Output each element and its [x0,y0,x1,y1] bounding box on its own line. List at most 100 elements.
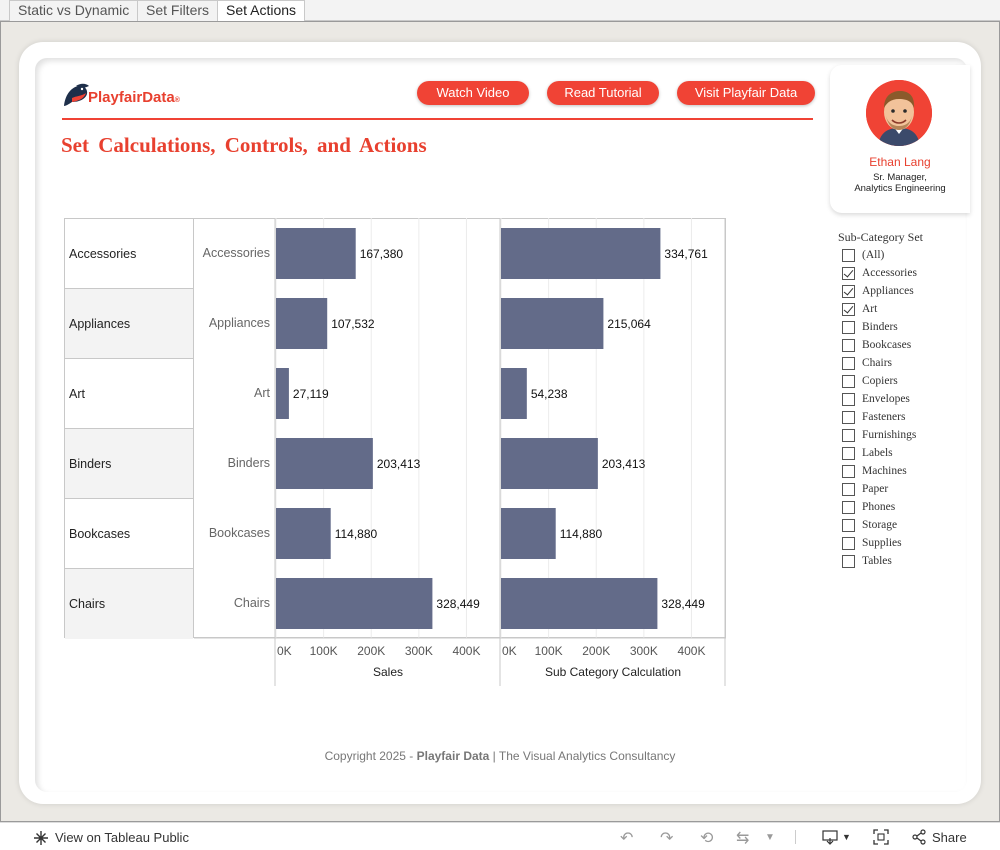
bar[interactable] [276,298,328,349]
filter-item[interactable]: Envelopes [842,390,910,408]
filter-item[interactable]: Appliances [842,282,914,300]
checkbox-unchecked-icon[interactable] [842,338,855,352]
checkbox-checked-icon[interactable] [842,284,855,298]
tableau-toolbar: View on Tableau Public ↶ ↷ ⟲ ⇆ ▼ ▼ Share [0,822,1000,850]
tick-label: 300K [405,644,433,658]
revert-icon[interactable]: ⟲ [700,830,714,847]
table-row[interactable]: Art [65,359,193,429]
filter-item-label: Fasteners [862,411,906,423]
bar[interactable] [501,368,527,419]
share-button[interactable]: Share [932,830,967,845]
filter-item[interactable]: Storage [842,516,897,534]
filter-item-label: (All) [862,249,885,261]
table-row[interactable]: Appliances [65,289,193,359]
table-row[interactable]: Chairs [65,569,193,639]
filter-item-label: Tables [862,555,892,567]
tab-set-actions[interactable]: Set Actions [217,0,306,22]
filter-item-label: Supplies [862,537,902,549]
table-row[interactable]: Accessories [65,219,193,289]
filter-item-label: Binders [862,321,898,333]
filter-item[interactable]: Furnishings [842,426,916,444]
checkbox-unchecked-icon[interactable] [842,500,855,514]
bar[interactable] [501,508,556,559]
watch-video-button[interactable]: Watch Video [417,81,529,105]
tab-static-vs-dynamic[interactable]: Static vs Dynamic [9,0,139,21]
read-tutorial-button[interactable]: Read Tutorial [547,81,659,105]
checkbox-unchecked-icon[interactable] [842,320,855,334]
tick-label: 400K [677,644,705,658]
checkbox-unchecked-icon[interactable] [842,536,855,550]
filter-title: Sub-Category Set [838,230,923,244]
filter-item[interactable]: Binders [842,318,898,336]
axis-title: Sub Category Calculation [545,665,681,679]
filter-item[interactable]: Machines [842,462,907,480]
filter-item[interactable]: Copiers [842,372,898,390]
filter-item-label: Copiers [862,375,898,387]
data-label: 107,532 [331,317,375,331]
set-action-table: Accessories Appliances Art Binders Bookc… [64,218,194,639]
category-label: Art [254,386,271,400]
checkbox-checked-icon[interactable] [842,302,855,316]
filter-item-label: Furnishings [862,429,917,441]
checkbox-unchecked-icon[interactable] [842,464,855,478]
bar[interactable] [276,578,433,629]
sheet-tab-bar: Static vs Dynamic Set Filters Set Action… [0,0,1000,22]
checkbox-unchecked-icon[interactable] [842,482,855,496]
avatar-illustration-icon [866,80,932,146]
share-icon[interactable] [911,829,927,845]
table-row[interactable]: Bookcases [65,499,193,569]
bar[interactable] [276,508,331,559]
filter-item[interactable]: Labels [842,444,893,462]
visit-playfair-data-button[interactable]: Visit Playfair Data [677,81,815,105]
bar[interactable] [501,578,658,629]
redo-icon[interactable]: ↷ [660,830,674,847]
tick-label: 300K [630,644,658,658]
checkbox-unchecked-icon[interactable] [842,518,855,532]
table-row[interactable]: Binders [65,429,193,499]
filter-item[interactable]: Supplies [842,534,902,552]
checkbox-unchecked-icon[interactable] [842,248,855,262]
refresh-icon[interactable]: ⇆ [736,830,750,847]
bar[interactable] [501,228,661,279]
checkbox-checked-icon[interactable] [842,266,855,280]
bar[interactable] [276,228,356,279]
bar[interactable] [501,438,598,489]
category-label: Chairs [234,596,270,610]
filter-item[interactable]: Fasteners [842,408,905,426]
refresh-dropdown-icon[interactable]: ▼ [765,832,775,843]
checkbox-unchecked-icon[interactable] [842,392,855,406]
logo-wordmark: PlayfairData® [88,89,180,106]
filter-item[interactable]: Bookcases [842,336,911,354]
checkbox-unchecked-icon[interactable] [842,446,855,460]
bar[interactable] [501,298,604,349]
fullscreen-icon[interactable] [873,829,889,845]
author-role: Sr. Manager, Analytics Engineering [854,172,946,194]
undo-icon[interactable]: ↶ [620,830,634,847]
download-dropdown-icon[interactable]: ▼ [842,832,851,842]
author-avatar [866,80,932,146]
checkbox-unchecked-icon[interactable] [842,410,855,424]
checkbox-unchecked-icon[interactable] [842,554,855,568]
filter-item[interactable]: Phones [842,498,895,516]
checkbox-unchecked-icon[interactable] [842,428,855,442]
playfair-logo-icon[interactable] [62,80,192,110]
checkbox-unchecked-icon[interactable] [842,374,855,388]
filter-item[interactable]: Art [842,300,877,318]
filter-item[interactable]: Chairs [842,354,892,372]
bar[interactable] [276,438,373,489]
copyright-footer: Copyright 2025 - Playfair Data | The Vis… [324,749,676,763]
filter-item[interactable]: Tables [842,552,892,570]
tab-set-filters[interactable]: Set Filters [137,0,219,21]
checkbox-unchecked-icon[interactable] [842,356,855,370]
filter-item-label: Accessories [862,267,917,279]
category-label: Bookcases [209,526,270,540]
download-icon[interactable] [822,829,838,845]
filter-item-label: Paper [862,483,889,495]
filter-item[interactable]: (All) [842,246,884,264]
filter-item[interactable]: Accessories [842,264,917,282]
bar[interactable] [276,368,289,419]
page-title: Set Calculations, Controls, and Actions [61,133,427,157]
filter-item-label: Bookcases [862,339,912,351]
view-on-tableau-public-link[interactable]: View on Tableau Public [55,830,189,845]
filter-item[interactable]: Paper [842,480,888,498]
